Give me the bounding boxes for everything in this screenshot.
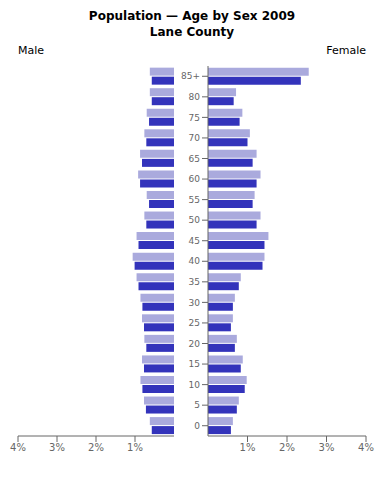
svg-text:5: 5 <box>194 400 200 410</box>
svg-text:55: 55 <box>189 195 200 205</box>
html-text:Population — Age by Sex 2009: Population — Age by Sex 2009 <box>88 9 296 23</box>
svg-text:40: 40 <box>189 256 201 266</box>
svg-text:3%: 3% <box>49 442 65 453</box>
svg-text:80: 80 <box>189 92 201 102</box>
svg-text:25: 25 <box>189 318 200 328</box>
svg-text:35: 35 <box>189 277 200 287</box>
svg-text:50: 50 <box>189 215 201 225</box>
svg-text:30: 30 <box>189 298 201 308</box>
svg-text:1%: 1% <box>127 442 143 453</box>
html-text:Female: Female <box>326 44 366 57</box>
svg-text:20: 20 <box>189 339 201 349</box>
svg-text:2%: 2% <box>88 442 104 453</box>
svg-text:1%: 1% <box>240 442 256 453</box>
svg-text:85+: 85+ <box>181 71 200 81</box>
svg-text:4%: 4% <box>10 442 26 453</box>
svg-text:15: 15 <box>189 359 200 369</box>
svg-text:70: 70 <box>189 133 201 143</box>
html-text:Lane County: Lane County <box>149 25 235 39</box>
html-text:Male: Male <box>18 44 45 57</box>
svg-text:75: 75 <box>189 113 200 123</box>
svg-text:0: 0 <box>194 421 200 431</box>
svg-text:60: 60 <box>189 174 201 184</box>
svg-text:4%: 4% <box>358 442 374 453</box>
svg-text:65: 65 <box>189 154 200 164</box>
svg-text:3%: 3% <box>319 442 335 453</box>
svg-text:2%: 2% <box>279 442 295 453</box>
svg-text:45: 45 <box>189 236 200 246</box>
svg-text:10: 10 <box>189 380 201 390</box>
